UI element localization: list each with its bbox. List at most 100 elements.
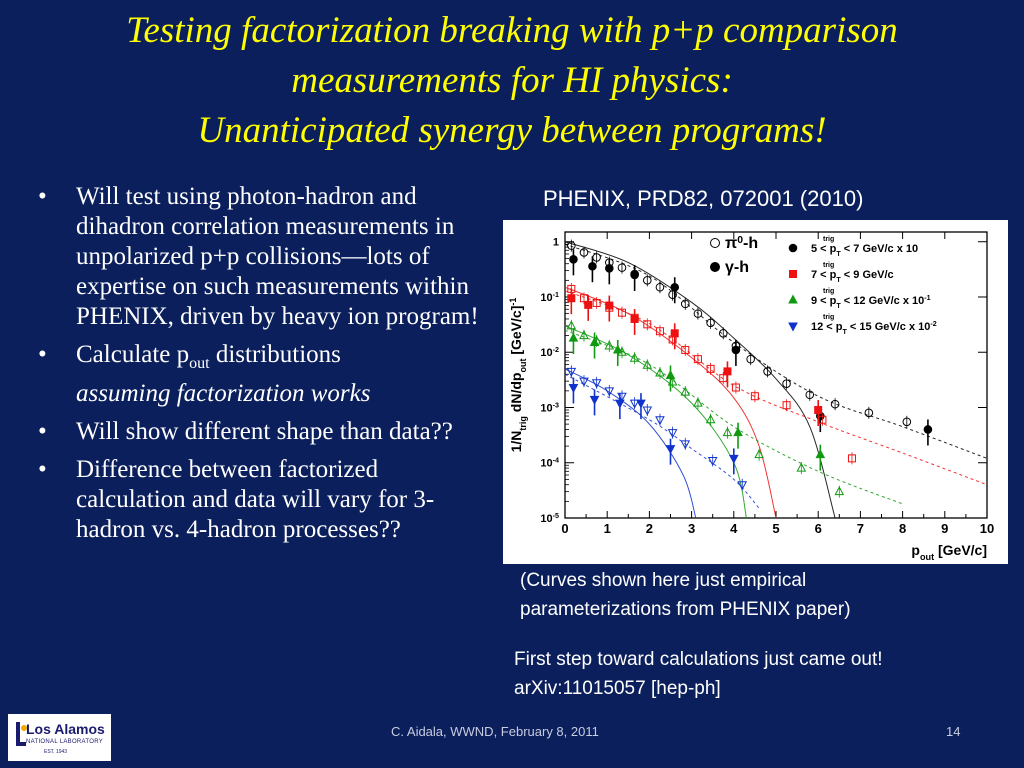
data-point-open [579, 248, 589, 257]
data-point-open [731, 383, 740, 392]
legend-marker [788, 322, 798, 332]
data-point-open [680, 299, 690, 309]
x-tick-label: 10 [980, 521, 994, 536]
legend-label: 7 < pT < 9 GeV/c [811, 269, 894, 284]
data-point-open [566, 320, 577, 330]
fit-curve [564, 286, 777, 519]
y-axis-label: 1/Ntrig dN/dpout [GeV/c]-1 [508, 298, 528, 453]
data-point-filled [612, 344, 623, 354]
data-point-open [655, 282, 665, 292]
title-line: Testing factorization breaking with p+p … [126, 10, 898, 51]
y-tick-label: 10-3 [540, 401, 559, 414]
data-point-open [750, 392, 759, 401]
data-point-open [722, 427, 733, 437]
data-point-open [667, 429, 678, 439]
legend-label: γ-h [725, 259, 749, 276]
y-tick-label: 1 [553, 237, 559, 249]
bullet-list: • Will test using photon-hadron and dihad… [36, 182, 486, 553]
fit-curve [564, 368, 697, 519]
fit-curve [564, 243, 988, 459]
data-point-open [642, 406, 653, 416]
x-tick-label: 7 [857, 521, 864, 536]
los-alamos-mark-icon [16, 722, 27, 746]
data-point-open [592, 298, 601, 307]
data-point-open [782, 401, 791, 410]
data-point-open [864, 408, 874, 418]
data-point-open [642, 276, 652, 285]
bullet-text: Difference between factorized calculatio… [76, 456, 435, 543]
note-line: First step toward calculations just came… [514, 649, 883, 670]
bullet-item: • Calculate pout distributions assuming fa… [36, 340, 486, 409]
data-point-filled [815, 449, 826, 459]
legend-marker [789, 270, 797, 278]
fit-curve [564, 329, 903, 505]
data-point-open [902, 417, 912, 427]
data-point-open [746, 354, 755, 364]
data-point-open [693, 355, 702, 364]
data-point-open [706, 318, 715, 328]
data-point-filled [665, 445, 676, 455]
bullet-dot: • [38, 418, 47, 445]
slide-title: Testing factorization breaking with p+p … [20, 6, 1004, 156]
data-point-open [655, 327, 664, 336]
data-point-open [604, 387, 615, 397]
title-line: Unanticipated synergy between programs! [197, 110, 827, 151]
data-point-open [629, 399, 640, 409]
x-tick-label: 3 [688, 521, 695, 536]
data-point-filled [605, 301, 614, 310]
y-tick-label: 10-1 [540, 291, 559, 304]
data-point-open [754, 449, 764, 459]
fit-curve [564, 325, 747, 519]
data-point-filled [568, 332, 579, 342]
data-point-open [642, 359, 653, 369]
bullet-item: • Difference between factorized calculati… [36, 455, 486, 545]
data-point-filled [569, 255, 578, 264]
bullet-italic-text: assuming factorization works [76, 380, 371, 407]
x-tick-label: 5 [772, 521, 779, 536]
los-alamos-logo: Los Alamos NATIONAL LABORATORY EST. 1943 [8, 714, 111, 761]
footer-text: C. Aidala, WWND, February 8, 2011 [391, 724, 599, 739]
y-tick-label: 10-4 [540, 457, 559, 470]
data-point-filled [567, 294, 576, 303]
data-point-open [566, 367, 577, 377]
data-point-filled [636, 399, 646, 409]
data-point-filled [584, 300, 593, 309]
citation: PHENIX, PRD82, 072001 (2010) [543, 186, 864, 211]
x-tick-label: 8 [899, 521, 906, 536]
data-point-open [796, 462, 807, 472]
data-point-filled [630, 270, 639, 280]
x-axis-label: pout [GeV/c] [911, 542, 987, 562]
fit-curve [564, 241, 836, 519]
legend-label: 9 < pT < 12 GeV/c x 10-1 [811, 294, 931, 310]
data-point-filled [665, 369, 676, 379]
bullet-dot: • [38, 183, 47, 210]
bullet-dot: • [38, 341, 47, 368]
data-point-filled [568, 384, 579, 394]
data-point-filled [723, 367, 732, 376]
x-tick-label: 1 [604, 521, 611, 536]
data-point-filled [728, 454, 739, 464]
data-point-open [707, 456, 718, 467]
legend-label-superscript: trig [823, 236, 834, 243]
fit-curve [564, 290, 988, 486]
note: First step toward calculations just came… [514, 645, 883, 703]
bullet-item: • Will show different shape than data?? [36, 417, 486, 447]
legend-label: π0-h [725, 235, 758, 253]
data-point-open [617, 263, 627, 272]
bullet-text: distributions [209, 341, 341, 368]
chart-panel: 0 1 2 3 4 5 6 7 8 9 10 1 10-1 10-2 10-3 10-4 10-5 pout [G… [503, 220, 1008, 564]
data-point-filled [923, 425, 933, 434]
bullet-text: Will show different shape than data?? [76, 418, 453, 445]
data-point-open [655, 416, 665, 426]
data-point-filled [615, 399, 625, 409]
legend-marker [788, 294, 798, 304]
data-point-filled [733, 427, 743, 437]
x-tick-label: 0 [561, 521, 568, 536]
data-point-open [705, 414, 716, 424]
data-point-filled [605, 264, 614, 273]
data-point-open [693, 397, 703, 407]
data-point-open [706, 364, 715, 373]
plot-frame [564, 231, 988, 519]
data-point-open [579, 330, 589, 340]
data-point-open [782, 379, 791, 388]
